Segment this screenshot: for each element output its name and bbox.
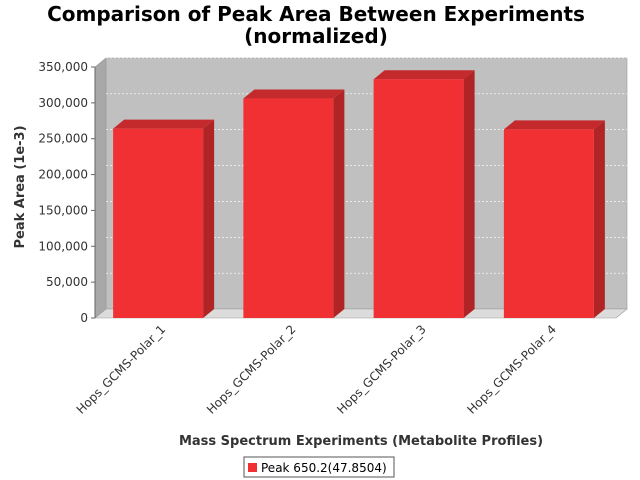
x-axis: Hops_GCMS-Polar_1 Hops_GCMS-Polar_2 Hops_G…	[74, 322, 559, 416]
legend-swatch	[248, 463, 257, 472]
y-axis-label: Peak Area (1e-3)	[13, 125, 28, 248]
y-tick-label: 350,000	[38, 60, 88, 74]
bar	[243, 89, 345, 318]
bar	[113, 119, 215, 318]
bars	[113, 70, 605, 319]
bar	[373, 70, 475, 318]
bar-side	[593, 120, 605, 319]
bar-front	[113, 128, 204, 318]
chart-title: Comparison of Peak Area Between Experime…	[47, 2, 585, 26]
bar-top	[503, 120, 605, 130]
bar-top	[113, 119, 215, 129]
y-tick-label: 100,000	[38, 239, 88, 253]
legend: Peak 650.2(47.8504)	[243, 456, 395, 478]
y-tick-label: 50,000	[46, 275, 88, 289]
bar	[503, 120, 605, 319]
y-tick-label: 300,000	[38, 96, 88, 110]
y-tick-label: 0	[80, 311, 88, 325]
bar-side	[333, 89, 345, 318]
plot-left-wall	[94, 57, 107, 319]
bar-front	[373, 79, 464, 318]
x-axis-label: Mass Spectrum Experiments (Metabolite Pr…	[179, 434, 543, 449]
bar-front	[503, 129, 594, 318]
bar-side	[203, 119, 215, 318]
legend-box	[243, 456, 395, 478]
x-tick-label: Hops_GCMS-Polar_3	[334, 322, 428, 416]
x-tick-label: Hops_GCMS-Polar_4	[465, 322, 559, 416]
bar-side	[463, 70, 475, 318]
y-tick-label: 200,000	[38, 168, 88, 182]
bar-front	[243, 98, 334, 318]
gridlines	[106, 57, 627, 274]
legend-label: Peak 650.2(47.8504)	[261, 461, 387, 475]
y-axis: 0 50,000 100,000 150,000 200,000 250,000 300,0…	[38, 60, 96, 325]
bar-top	[373, 70, 475, 80]
y-tick-label: 150,000	[38, 203, 88, 217]
y-tick-label: 250,000	[38, 132, 88, 146]
bar-top	[243, 89, 345, 99]
x-tick-label: Hops_GCMS-Polar_2	[204, 322, 298, 416]
chart-subtitle: (normalized)	[244, 24, 388, 48]
x-tick-label: Hops_GCMS-Polar_1	[74, 322, 168, 416]
